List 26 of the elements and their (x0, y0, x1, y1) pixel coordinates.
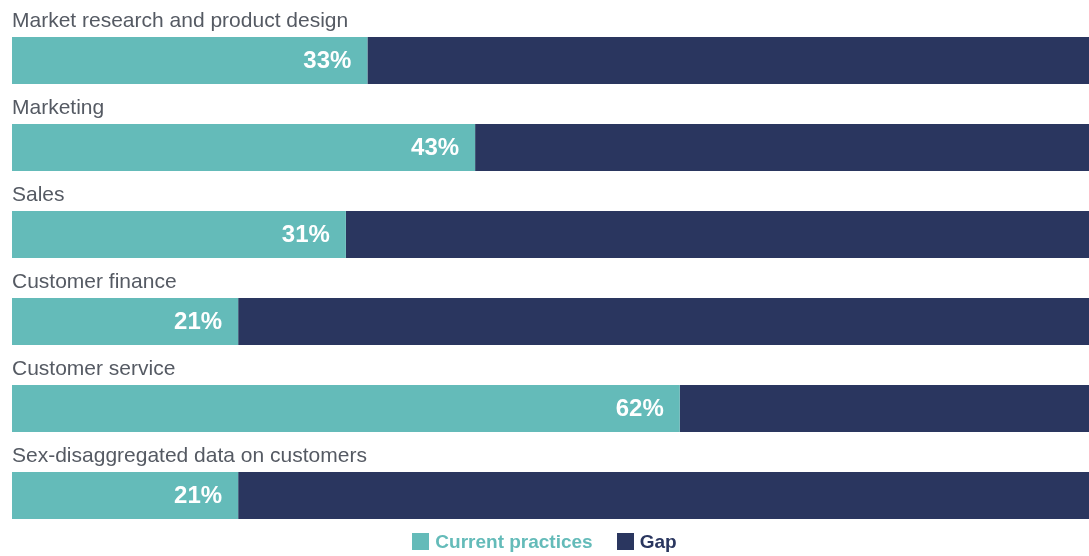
data-label: 33% (303, 46, 352, 74)
bar (12, 37, 368, 84)
data-label: 31% (281, 220, 330, 248)
y-tick-label: Marketing (12, 95, 105, 119)
bar (475, 124, 1089, 171)
bar (12, 211, 346, 258)
y-tick-label: Sex-disaggregated data on customers (12, 443, 367, 467)
y-tick-label: Customer finance (12, 269, 177, 293)
bar (12, 124, 476, 171)
bar (238, 298, 1089, 345)
y-tick-label: Sales (12, 182, 65, 206)
data-label: 21% (174, 481, 223, 509)
bar (679, 385, 1089, 432)
bar (367, 37, 1089, 84)
data-label: 21% (174, 307, 223, 335)
legend-label: Current practices (434, 531, 593, 553)
y-tick-label: Customer service (12, 356, 176, 380)
data-label: 62% (615, 394, 664, 422)
y-tick-label: Market research and product design (12, 8, 349, 32)
bar (12, 385, 680, 432)
bar (238, 472, 1089, 519)
bar (12, 298, 239, 345)
bar (345, 211, 1089, 258)
bar (12, 472, 239, 519)
data-label: 43% (411, 133, 460, 161)
legend-label: Gap (638, 531, 677, 553)
